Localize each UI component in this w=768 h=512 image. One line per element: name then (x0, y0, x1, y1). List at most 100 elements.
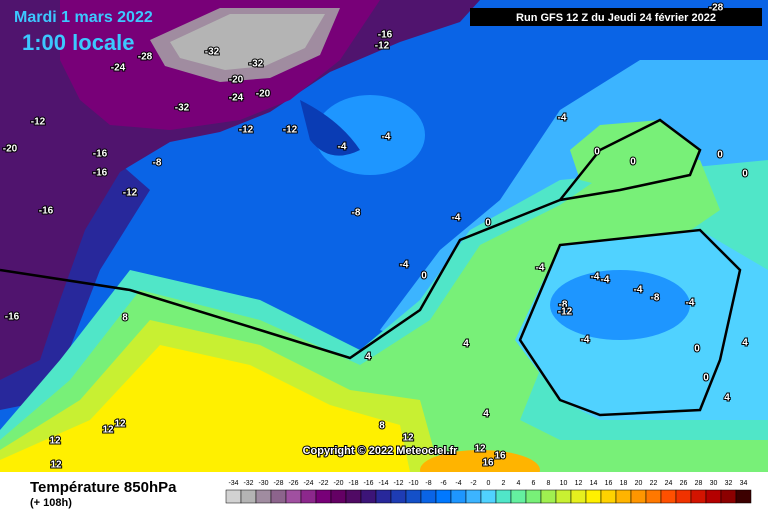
contour-label: -4 (581, 335, 590, 346)
contour-label: -28 (709, 3, 724, 14)
legend-swatch (300, 489, 317, 504)
legend-tick-label: -12 (393, 480, 403, 487)
contour-label: -28 (138, 52, 153, 63)
contour-label: -4 (686, 298, 695, 309)
contour-label: 16 (494, 451, 506, 462)
legend-tick-label: -14 (378, 480, 388, 487)
copyright: Copyright © 2022 Meteociel.fr (303, 445, 459, 457)
contour-label: -24 (229, 93, 244, 104)
contour-label: -12 (31, 117, 46, 128)
legend-tick-label: 24 (665, 480, 673, 487)
legend-tick-label: 12 (575, 480, 583, 487)
contour-label: 12 (474, 444, 486, 455)
contour-label: 4 (724, 393, 730, 404)
contour-label: 12 (102, 425, 114, 436)
contour-label: 12 (50, 460, 62, 471)
legend-tick-label: 26 (680, 480, 688, 487)
legend-swatch (585, 489, 602, 504)
contour-label: -4 (601, 275, 610, 286)
contour-label: -4 (591, 272, 600, 283)
legend-swatch (690, 489, 707, 504)
contour-label: 4 (742, 338, 748, 349)
legend-swatch (390, 489, 407, 504)
contour-label: -8 (153, 158, 162, 169)
contour-label: -12 (239, 125, 254, 136)
contour-label: 0 (485, 218, 491, 229)
legend-tick-label: 32 (725, 480, 733, 487)
greenland-core (170, 14, 325, 70)
contour-label: 4 (463, 339, 469, 350)
legend-swatch (600, 489, 617, 504)
legend-swatch (705, 489, 722, 504)
contour-label: -4 (382, 132, 391, 143)
legend-title: Température 850hPa (30, 479, 177, 496)
contour-label: -16 (378, 30, 393, 41)
contour-label: 0 (630, 157, 636, 168)
legend-swatch (570, 489, 587, 504)
contour-label: -16 (5, 312, 20, 323)
legend-tick-label: -18 (348, 480, 358, 487)
legend-tick-label: -2 (470, 480, 476, 487)
legend-swatch (555, 489, 572, 504)
legend-swatch (450, 489, 467, 504)
legend-tick-label: -30 (258, 480, 268, 487)
legend-swatch (255, 489, 272, 504)
contour-label: 0 (421, 271, 427, 282)
legend-swatch (270, 489, 287, 504)
legend-tick-label: -6 (440, 480, 446, 487)
contour-label: -16 (39, 206, 54, 217)
legend-tick-label: -24 (303, 480, 313, 487)
contour-label: -12 (558, 307, 573, 318)
contour-label: -4 (536, 263, 545, 274)
band-14 (0, 345, 410, 472)
run-box (470, 8, 762, 26)
map-date: Mardi 1 mars 2022 (14, 9, 153, 26)
legend-swatch (525, 489, 542, 504)
contour-label: 0 (742, 169, 748, 180)
legend-tick-label: 18 (620, 480, 628, 487)
legend-tick-label: 14 (590, 480, 598, 487)
legend-swatch (630, 489, 647, 504)
contour-label: -4 (452, 213, 461, 224)
legend-swatch (720, 489, 737, 504)
legend-tick-label: 30 (710, 480, 718, 487)
legend-tick-label: -16 (363, 480, 373, 487)
contour-label: 8 (122, 313, 128, 324)
zero-isotherm (0, 118, 702, 360)
legend-swatch (675, 489, 692, 504)
legend-tick-label: 28 (695, 480, 703, 487)
scandinavia (570, 120, 700, 190)
legend-swatch (615, 489, 632, 504)
legend-tick-label: -10 (408, 480, 418, 487)
contour-label: -12 (283, 125, 298, 136)
legend-swatch (240, 489, 257, 504)
legend-swatch (645, 489, 662, 504)
contour-label: -8 (651, 293, 660, 304)
contour-label: -16 (93, 149, 108, 160)
legend-tick-label: 34 (740, 480, 748, 487)
contour-label: 0 (594, 147, 600, 158)
legend-swatch (465, 489, 482, 504)
contour-label: -12 (123, 188, 138, 199)
legend-tick-label: -28 (273, 480, 283, 487)
legend-tick-label: 10 (560, 480, 568, 487)
legend-tick-label: -8 (425, 480, 431, 487)
contour-label: -20 (229, 75, 244, 86)
legend-swatch (225, 489, 242, 504)
legend-swatch (495, 489, 512, 504)
contour-label: 8 (379, 421, 385, 432)
contour-label: -32 (175, 103, 190, 114)
legend-tick-label: 20 (635, 480, 643, 487)
legend-swatch (510, 489, 527, 504)
legend-tick-label: 16 (605, 480, 613, 487)
contour-label: -20 (3, 144, 18, 155)
legend-tick-label: 22 (650, 480, 658, 487)
legend-swatch (540, 489, 557, 504)
contour-label: -8 (559, 300, 568, 311)
contour-label: -16 (93, 168, 108, 179)
legend-swatch (345, 489, 362, 504)
cold-core (550, 270, 690, 340)
legend-subtitle: (+ 108h) (30, 497, 72, 509)
legend-swatch (360, 489, 377, 504)
legend-swatch (420, 489, 437, 504)
